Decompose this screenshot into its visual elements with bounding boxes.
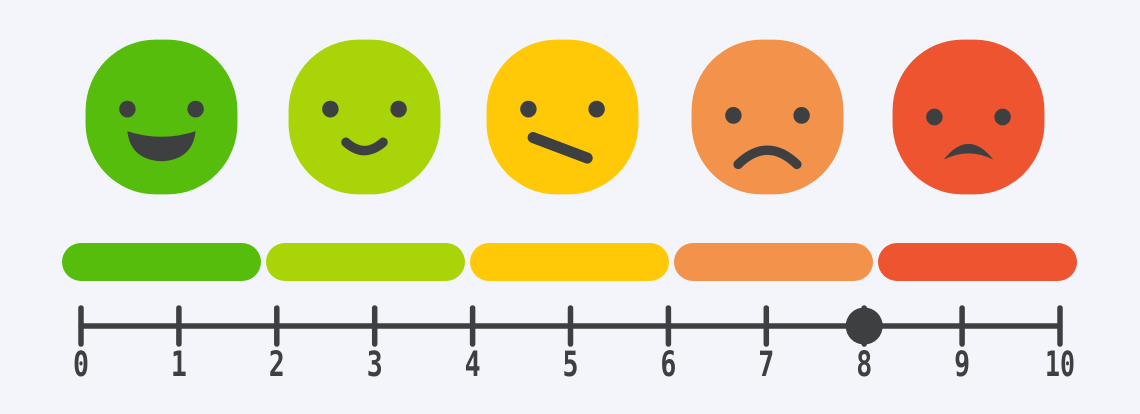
very-happy-mouth xyxy=(126,131,196,162)
happy-face-icon[interactable] xyxy=(287,38,442,196)
scale-segment-2 xyxy=(266,243,465,281)
selected-value-marker[interactable] xyxy=(845,307,883,345)
right-eye xyxy=(792,107,810,124)
number-line: 0 1 2 3 4 5 6 7 8 9 10 xyxy=(73,305,1075,385)
scale-color-bar xyxy=(62,243,1077,281)
angry-face-body xyxy=(892,39,1044,195)
angry-face-icon[interactable] xyxy=(891,38,1046,196)
right-eye xyxy=(186,100,204,118)
tick-label-4: 4 xyxy=(465,345,481,385)
scale-segment-5 xyxy=(878,243,1077,281)
left-eye xyxy=(118,100,136,118)
scale-segment-3 xyxy=(470,243,669,281)
faces-row xyxy=(84,38,1046,196)
tick-label-0: 0 xyxy=(73,345,89,385)
left-eye xyxy=(321,100,339,118)
left-eye xyxy=(519,100,537,118)
neutral-mouth xyxy=(527,132,593,164)
tick-label-2: 2 xyxy=(269,345,285,385)
happy-mouth xyxy=(340,137,388,156)
unhappy-mouth xyxy=(732,145,802,170)
tick-label-10: 10 xyxy=(1045,345,1075,385)
unhappy-face-body xyxy=(691,39,843,195)
left-eye xyxy=(925,108,943,126)
tick-label-3: 3 xyxy=(367,345,383,385)
tick-label-5: 5 xyxy=(563,345,579,385)
scale-segment-1 xyxy=(62,243,261,281)
tick-label-7: 7 xyxy=(758,345,774,385)
tick-label-6: 6 xyxy=(660,345,676,385)
unhappy-face-icon[interactable] xyxy=(690,38,845,196)
right-eye xyxy=(993,108,1011,126)
scale-segment-4 xyxy=(674,243,873,281)
happy-face-body xyxy=(288,39,440,195)
very-happy-face-icon[interactable] xyxy=(84,38,239,196)
neutral-face-icon[interactable] xyxy=(485,38,640,196)
left-eye xyxy=(724,107,742,124)
tick-label-8: 8 xyxy=(856,345,872,385)
right-eye xyxy=(389,100,407,118)
very-happy-face-body xyxy=(85,39,237,195)
tick-label-9: 9 xyxy=(954,345,970,385)
right-eye xyxy=(587,100,605,118)
angry-mouth xyxy=(943,143,993,160)
neutral-face-body xyxy=(486,39,638,195)
tick-label-1: 1 xyxy=(171,345,187,385)
